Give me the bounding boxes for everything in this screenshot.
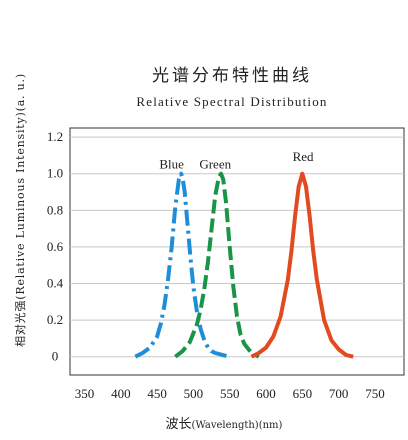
series-layer: [134, 171, 354, 359]
y-tick-label-3: 0.6: [47, 239, 64, 254]
series-line-red: [250, 171, 354, 359]
x-tick-label-4: 550: [220, 386, 240, 401]
x-axis-label-unit: (nm): [259, 420, 283, 431]
y-tick-labels: 0 0.2 0.4 0.6 0.8 1.0 1.2: [47, 129, 64, 364]
y-tick-label-2: 0.4: [47, 276, 64, 291]
y-axis-label: 相对光强(Relative Luminous Intensity)(a. u.): [13, 73, 27, 347]
series-label-green: Green: [199, 156, 231, 171]
y-tick-label-6: 1.2: [47, 129, 63, 144]
chart-title: 光谱分布特性曲线: [152, 66, 312, 86]
x-tick-label-7: 700: [329, 386, 349, 401]
series-labels: Blue Green Red: [159, 149, 314, 171]
chart-subtitle: Relative Spectral Distribution: [136, 94, 327, 109]
y-tick-label-5: 1.0: [47, 166, 63, 181]
series-label-red: Red: [293, 149, 314, 164]
x-axis-label: 波长(Wavelength)(nm): [166, 417, 283, 432]
x-tick-label-5: 600: [256, 386, 276, 401]
x-tick-label-0: 350: [75, 386, 95, 401]
x-tick-label-1: 400: [111, 386, 131, 401]
x-tick-label-2: 450: [147, 386, 167, 401]
plot-frame: [69, 127, 405, 376]
grid-lines: [69, 127, 405, 376]
series-line-green: [174, 171, 260, 359]
x-axis-label-cn: 波长: [166, 417, 192, 432]
x-tick-label-6: 650: [293, 386, 313, 401]
x-tick-label-8: 750: [365, 386, 385, 401]
x-tick-label-3: 500: [184, 386, 204, 401]
y-tick-label-1: 0.2: [47, 312, 63, 327]
series-line-blue: [134, 171, 231, 359]
y-tick-label-0: 0: [52, 349, 59, 364]
y-tick-label-4: 0.8: [47, 202, 63, 217]
x-tick-labels: 350 400 450 500 550 600 650 700 750: [75, 386, 385, 401]
series-label-blue: Blue: [159, 156, 184, 171]
x-axis-label-en: (Wavelength): [192, 420, 259, 431]
